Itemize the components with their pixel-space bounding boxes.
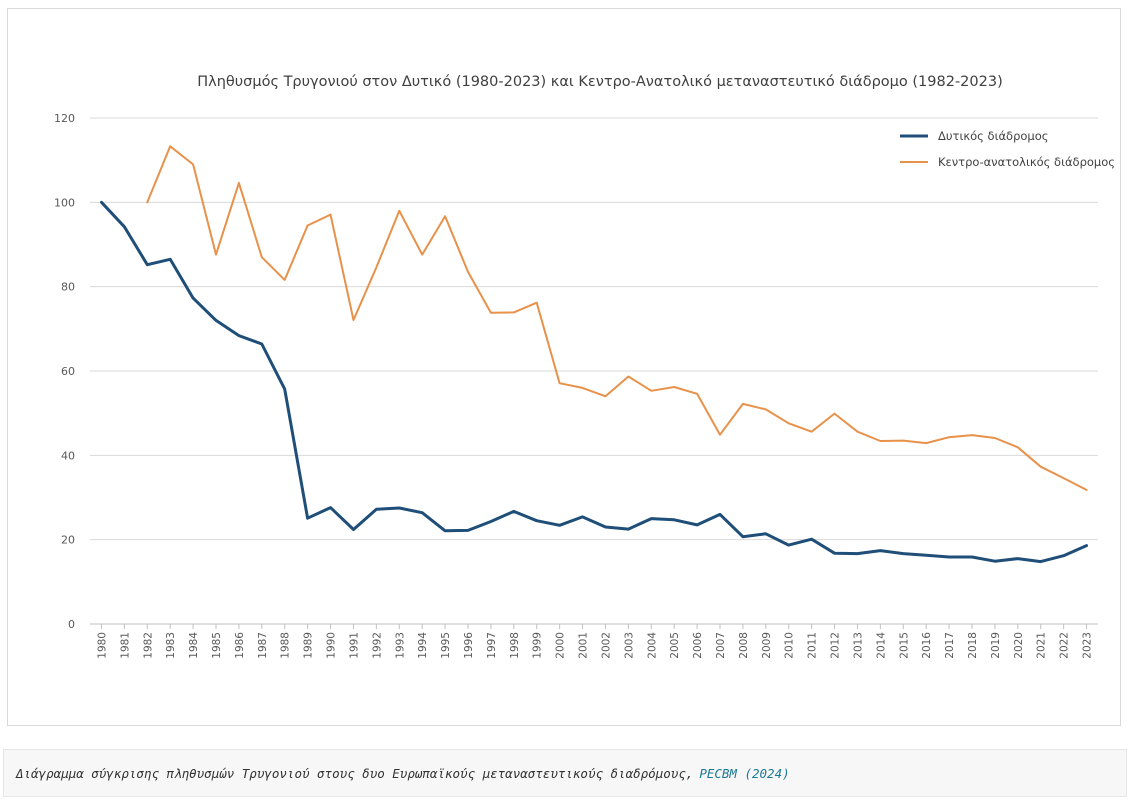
x-tick-label: 1998 <box>509 632 521 659</box>
x-tick-label: 1988 <box>280 632 292 659</box>
y-axis: 0 20 40 60 80 100 120 <box>54 112 75 631</box>
legend-label: Δυτικός διάδρομος <box>938 129 1049 143</box>
chart-frame: Πληθυσμός Τρυγονιού στον Δυτικό (1980-20… <box>7 8 1121 726</box>
x-tick-label: 1996 <box>463 632 475 659</box>
y-tick-label: 120 <box>54 112 75 125</box>
x-tick-label: 2004 <box>646 632 658 659</box>
series-lines <box>100 145 1088 564</box>
x-tick-label: 2003 <box>623 632 635 659</box>
x-tick-label: 1999 <box>532 632 544 659</box>
series-line-0 <box>100 200 1088 564</box>
y-tick-label: 0 <box>68 618 75 631</box>
x-tick-label: 1989 <box>303 632 315 659</box>
x-tick-label: 1995 <box>440 632 452 659</box>
x-tick-label: 2011 <box>807 632 819 659</box>
x-tick-label: 2006 <box>692 632 704 659</box>
x-tick-label: 1987 <box>257 632 269 659</box>
x-tick-label: 2005 <box>669 632 681 659</box>
x-tick-label: 2001 <box>578 632 590 659</box>
x-tick-label: 1981 <box>119 632 131 659</box>
x-tick-label: 2015 <box>898 632 910 659</box>
source-link[interactable]: PECBM (2024) <box>699 765 790 781</box>
x-tick-label: 2009 <box>761 632 773 659</box>
caption-text: Διάγραμμα σύγκρισης πληθυσμών Τρυγονιού … <box>16 765 694 781</box>
x-tick-label: 1993 <box>394 632 406 659</box>
x-tick-label: 2014 <box>875 632 887 659</box>
x-tick-label: 2007 <box>715 632 727 659</box>
x-tick-label: 1984 <box>188 632 200 659</box>
y-tick-label: 40 <box>61 449 75 462</box>
x-tick-label: 2010 <box>784 632 796 659</box>
x-tick-label: 2012 <box>830 632 842 659</box>
x-tick-label: 2019 <box>990 632 1002 659</box>
x-tick-label: 2008 <box>738 632 750 659</box>
y-tick-label: 20 <box>61 534 75 547</box>
figure-caption: Διάγραμμα σύγκρισης πληθυσμών Τρυγονιού … <box>3 749 1127 797</box>
legend-label: Κεντρο-ανατολικός διάδρομος <box>938 155 1115 169</box>
y-tick-label: 100 <box>54 196 75 209</box>
series-line-1 <box>146 145 1088 491</box>
x-tick-label: 2021 <box>1036 632 1048 659</box>
x-tick-label: 1982 <box>142 632 154 659</box>
x-tick-label: 2020 <box>1013 632 1025 659</box>
x-tick-label: 1994 <box>417 632 429 659</box>
x-tick-label: 2013 <box>852 632 864 659</box>
x-tick-label: 2018 <box>967 632 979 659</box>
x-tick-label: 1986 <box>234 632 246 659</box>
x-axis: 1980 1981 1982 1983 1984 1985 1986 1987 1988 1989… <box>96 624 1094 659</box>
x-tick-label: 1991 <box>348 632 360 659</box>
x-tick-label: 2023 <box>1082 632 1094 659</box>
y-tick-label: 80 <box>61 281 75 294</box>
grid-lines <box>90 117 1098 625</box>
y-tick-label: 60 <box>61 365 75 378</box>
x-tick-label: 2000 <box>555 632 567 659</box>
x-tick-label: 2002 <box>600 632 612 659</box>
x-tick-label: 1990 <box>326 632 338 659</box>
chart-legend: Δυτικός διάδρομος Κεντρο-ανατολικός διάδρ… <box>900 129 1115 169</box>
population-line-chart: Πληθυσμός Τρυγονιού στον Δυτικό (1980-20… <box>54 74 1115 659</box>
x-tick-label: 2017 <box>944 632 956 659</box>
x-tick-label: 1983 <box>165 632 177 659</box>
x-tick-label: 2022 <box>1059 632 1071 659</box>
chart-title: Πληθυσμός Τρυγονιού στον Δυτικό (1980-20… <box>197 74 1003 90</box>
x-tick-label: 1985 <box>211 632 223 659</box>
x-tick-label: 2016 <box>921 632 933 659</box>
x-tick-label: 1992 <box>371 632 383 659</box>
x-tick-label: 1980 <box>96 632 108 659</box>
x-tick-label: 1997 <box>486 632 498 659</box>
